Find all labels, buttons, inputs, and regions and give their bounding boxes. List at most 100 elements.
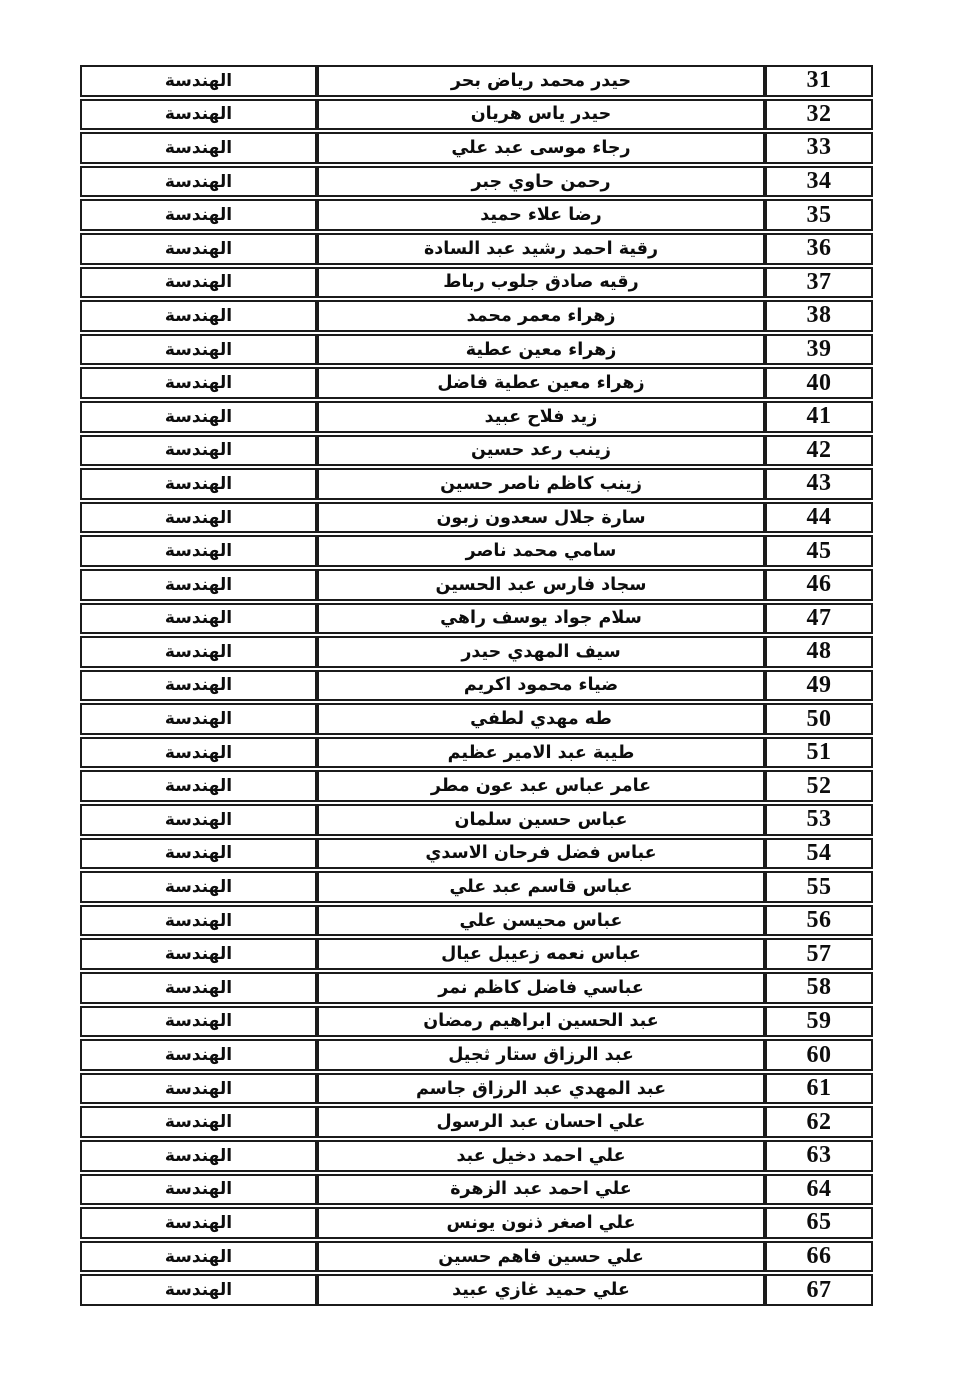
- row-number-cell: 40: [765, 367, 873, 399]
- student-name-cell: رجاء موسى عبد علي: [317, 132, 765, 164]
- table-row: 52 عامر عباس عبد عون مطر الهندسة: [80, 770, 873, 803]
- student-name-cell: طه مهدي لطفي: [317, 703, 765, 735]
- table-row: 46 سجاد فارس عبد الحسين الهندسة: [80, 568, 873, 601]
- department-cell: الهندسة: [80, 1106, 317, 1138]
- table-row: 32 حيدر ياس هريان الهندسة: [80, 98, 873, 131]
- student-name-cell: زهراء معين عطية: [317, 333, 765, 366]
- table-row: 53 عباس حسين سلمان الهندسة: [80, 804, 873, 836]
- row-number-cell: 53: [765, 804, 873, 836]
- table-row: 37 رقيه صادق جلوب رباط الهندسة: [80, 266, 873, 299]
- student-name-cell: ضياء محمود اكريم: [317, 669, 765, 702]
- student-name-cell: علي حسين فاهم حسين: [317, 1240, 765, 1273]
- student-name-cell: عبد الحسين ابراهيم رمضان: [317, 1005, 765, 1038]
- department-cell: الهندسة: [80, 1039, 317, 1071]
- student-name-cell: علي اصغر ذنون يونس: [317, 1207, 765, 1239]
- row-number-cell: 55: [765, 871, 873, 903]
- student-name-cell: حيدر ياس هريان: [317, 98, 765, 131]
- department-cell: الهندسة: [80, 434, 317, 467]
- row-number-cell: 54: [765, 837, 873, 870]
- row-number-cell: 45: [765, 535, 873, 567]
- row-number-cell: 67: [765, 1274, 873, 1306]
- department-cell: الهندسة: [80, 165, 317, 198]
- department-cell: الهندسة: [80, 232, 317, 265]
- student-name-cell: زهراء معين عطية فاضل: [317, 367, 765, 399]
- student-name-cell: علي احمد عبد الزهرة: [317, 1173, 765, 1206]
- table-row: 65 علي اصغر ذنون يونس الهندسة: [80, 1207, 873, 1239]
- table-row: 51 طيبة عبد الامير عظيم الهندسة: [80, 736, 873, 769]
- department-cell: الهندسة: [80, 568, 317, 601]
- row-number-cell: 33: [765, 132, 873, 164]
- student-name-cell: سارة جلال سعدون زبون: [317, 501, 765, 534]
- row-number-cell: 64: [765, 1173, 873, 1206]
- table-row: 58 عباسي فاضل كاظم نمر الهندسة: [80, 972, 873, 1004]
- table-row: 40 زهراء معين عطية فاضل الهندسة: [80, 367, 873, 399]
- row-number-cell: 48: [765, 636, 873, 668]
- row-number-cell: 60: [765, 1039, 873, 1071]
- row-number-cell: 46: [765, 568, 873, 601]
- table-row: 45 سامي محمد ناصر الهندسة: [80, 535, 873, 567]
- student-name-cell: عبد المهدي عبد الرزاق جاسم: [317, 1072, 765, 1105]
- department-cell: الهندسة: [80, 98, 317, 131]
- row-number-cell: 61: [765, 1072, 873, 1105]
- student-name-cell: رقية احمد رشيد عبد السادة: [317, 232, 765, 265]
- table-row: 57 عباس نعمه زعيبل عيال الهندسة: [80, 938, 873, 971]
- row-number-cell: 49: [765, 669, 873, 702]
- department-cell: الهندسة: [80, 736, 317, 769]
- row-number-cell: 43: [765, 468, 873, 500]
- student-name-cell: عباس حسين سلمان: [317, 804, 765, 836]
- row-number-cell: 41: [765, 400, 873, 433]
- row-number-cell: 35: [765, 199, 873, 231]
- table-row: 34 رحمن حاوي جبر الهندسة: [80, 165, 873, 198]
- student-name-cell: رقيه صادق جلوب رباط: [317, 266, 765, 299]
- table-row: 54 عباس فضل فرحان الاسدي الهندسة: [80, 837, 873, 870]
- student-name-cell: عبد الرزاق ستار ثجيل: [317, 1039, 765, 1071]
- department-cell: الهندسة: [80, 770, 317, 803]
- department-cell: الهندسة: [80, 703, 317, 735]
- student-name-cell: طيبة عبد الامير عظيم: [317, 736, 765, 769]
- student-name-cell: عباس فضل فرحان الاسدي: [317, 837, 765, 870]
- student-name-cell: زينب كاظم ناصر حسين: [317, 468, 765, 500]
- department-cell: الهندسة: [80, 871, 317, 903]
- department-cell: الهندسة: [80, 535, 317, 567]
- roster-body: 31 حيدر محمد رياض بحر الهندسة 32 حيدر يا…: [80, 65, 873, 1306]
- department-cell: الهندسة: [80, 333, 317, 366]
- student-name-cell: سلام جواد يوسف راهي: [317, 602, 765, 635]
- row-number-cell: 32: [765, 98, 873, 131]
- department-cell: الهندسة: [80, 65, 317, 97]
- table-row: 62 علي احسان عبد الرسول الهندسة: [80, 1106, 873, 1138]
- table-row: 38 زهراء معمر محمد الهندسة: [80, 300, 873, 332]
- row-number-cell: 56: [765, 904, 873, 937]
- table-row: 61 عبد المهدي عبد الرزاق جاسم الهندسة: [80, 1072, 873, 1105]
- department-cell: الهندسة: [80, 669, 317, 702]
- row-number-cell: 47: [765, 602, 873, 635]
- department-cell: الهندسة: [80, 837, 317, 870]
- table-row: 64 علي احمد عبد الزهرة الهندسة: [80, 1173, 873, 1206]
- table-row: 44 سارة جلال سعدون زبون الهندسة: [80, 501, 873, 534]
- table-row: 41 زيد فلاح عبيد الهندسة: [80, 400, 873, 433]
- student-name-cell: زهراء معمر محمد: [317, 300, 765, 332]
- department-cell: الهندسة: [80, 1140, 317, 1172]
- row-number-cell: 65: [765, 1207, 873, 1239]
- department-cell: الهندسة: [80, 1072, 317, 1105]
- table-row: 33 رجاء موسى عبد علي الهندسة: [80, 132, 873, 164]
- student-name-cell: حيدر محمد رياض بحر: [317, 65, 765, 97]
- row-number-cell: 34: [765, 165, 873, 198]
- student-name-cell: عباس نعمه زعيبل عيال: [317, 938, 765, 971]
- table-row: 56 عباس محيسن علي الهندسة: [80, 904, 873, 937]
- student-name-cell: سيف المهدي حيدر: [317, 636, 765, 668]
- student-roster-table: 31 حيدر محمد رياض بحر الهندسة 32 حيدر يا…: [80, 63, 873, 1308]
- table-row: 49 ضياء محمود اكريم الهندسة: [80, 669, 873, 702]
- student-name-cell: علي احمد دخيل عبد: [317, 1140, 765, 1172]
- table-row: 63 علي احمد دخيل عبد الهندسة: [80, 1140, 873, 1172]
- department-cell: الهندسة: [80, 1240, 317, 1273]
- department-cell: الهندسة: [80, 1274, 317, 1306]
- department-cell: الهندسة: [80, 199, 317, 231]
- row-number-cell: 59: [765, 1005, 873, 1038]
- department-cell: الهندسة: [80, 501, 317, 534]
- table-row: 50 طه مهدي لطفي الهندسة: [80, 703, 873, 735]
- department-cell: الهندسة: [80, 636, 317, 668]
- student-name-cell: رحمن حاوي جبر: [317, 165, 765, 198]
- table-row: 48 سيف المهدي حيدر الهندسة: [80, 636, 873, 668]
- student-name-cell: زينب رعد حسين: [317, 434, 765, 467]
